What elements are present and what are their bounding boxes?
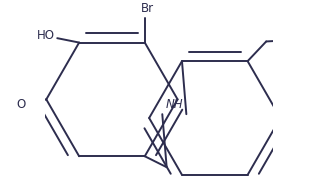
Text: NH: NH xyxy=(165,98,183,111)
Text: O: O xyxy=(16,98,25,111)
Text: HO: HO xyxy=(37,30,55,42)
Text: Br: Br xyxy=(141,2,154,15)
